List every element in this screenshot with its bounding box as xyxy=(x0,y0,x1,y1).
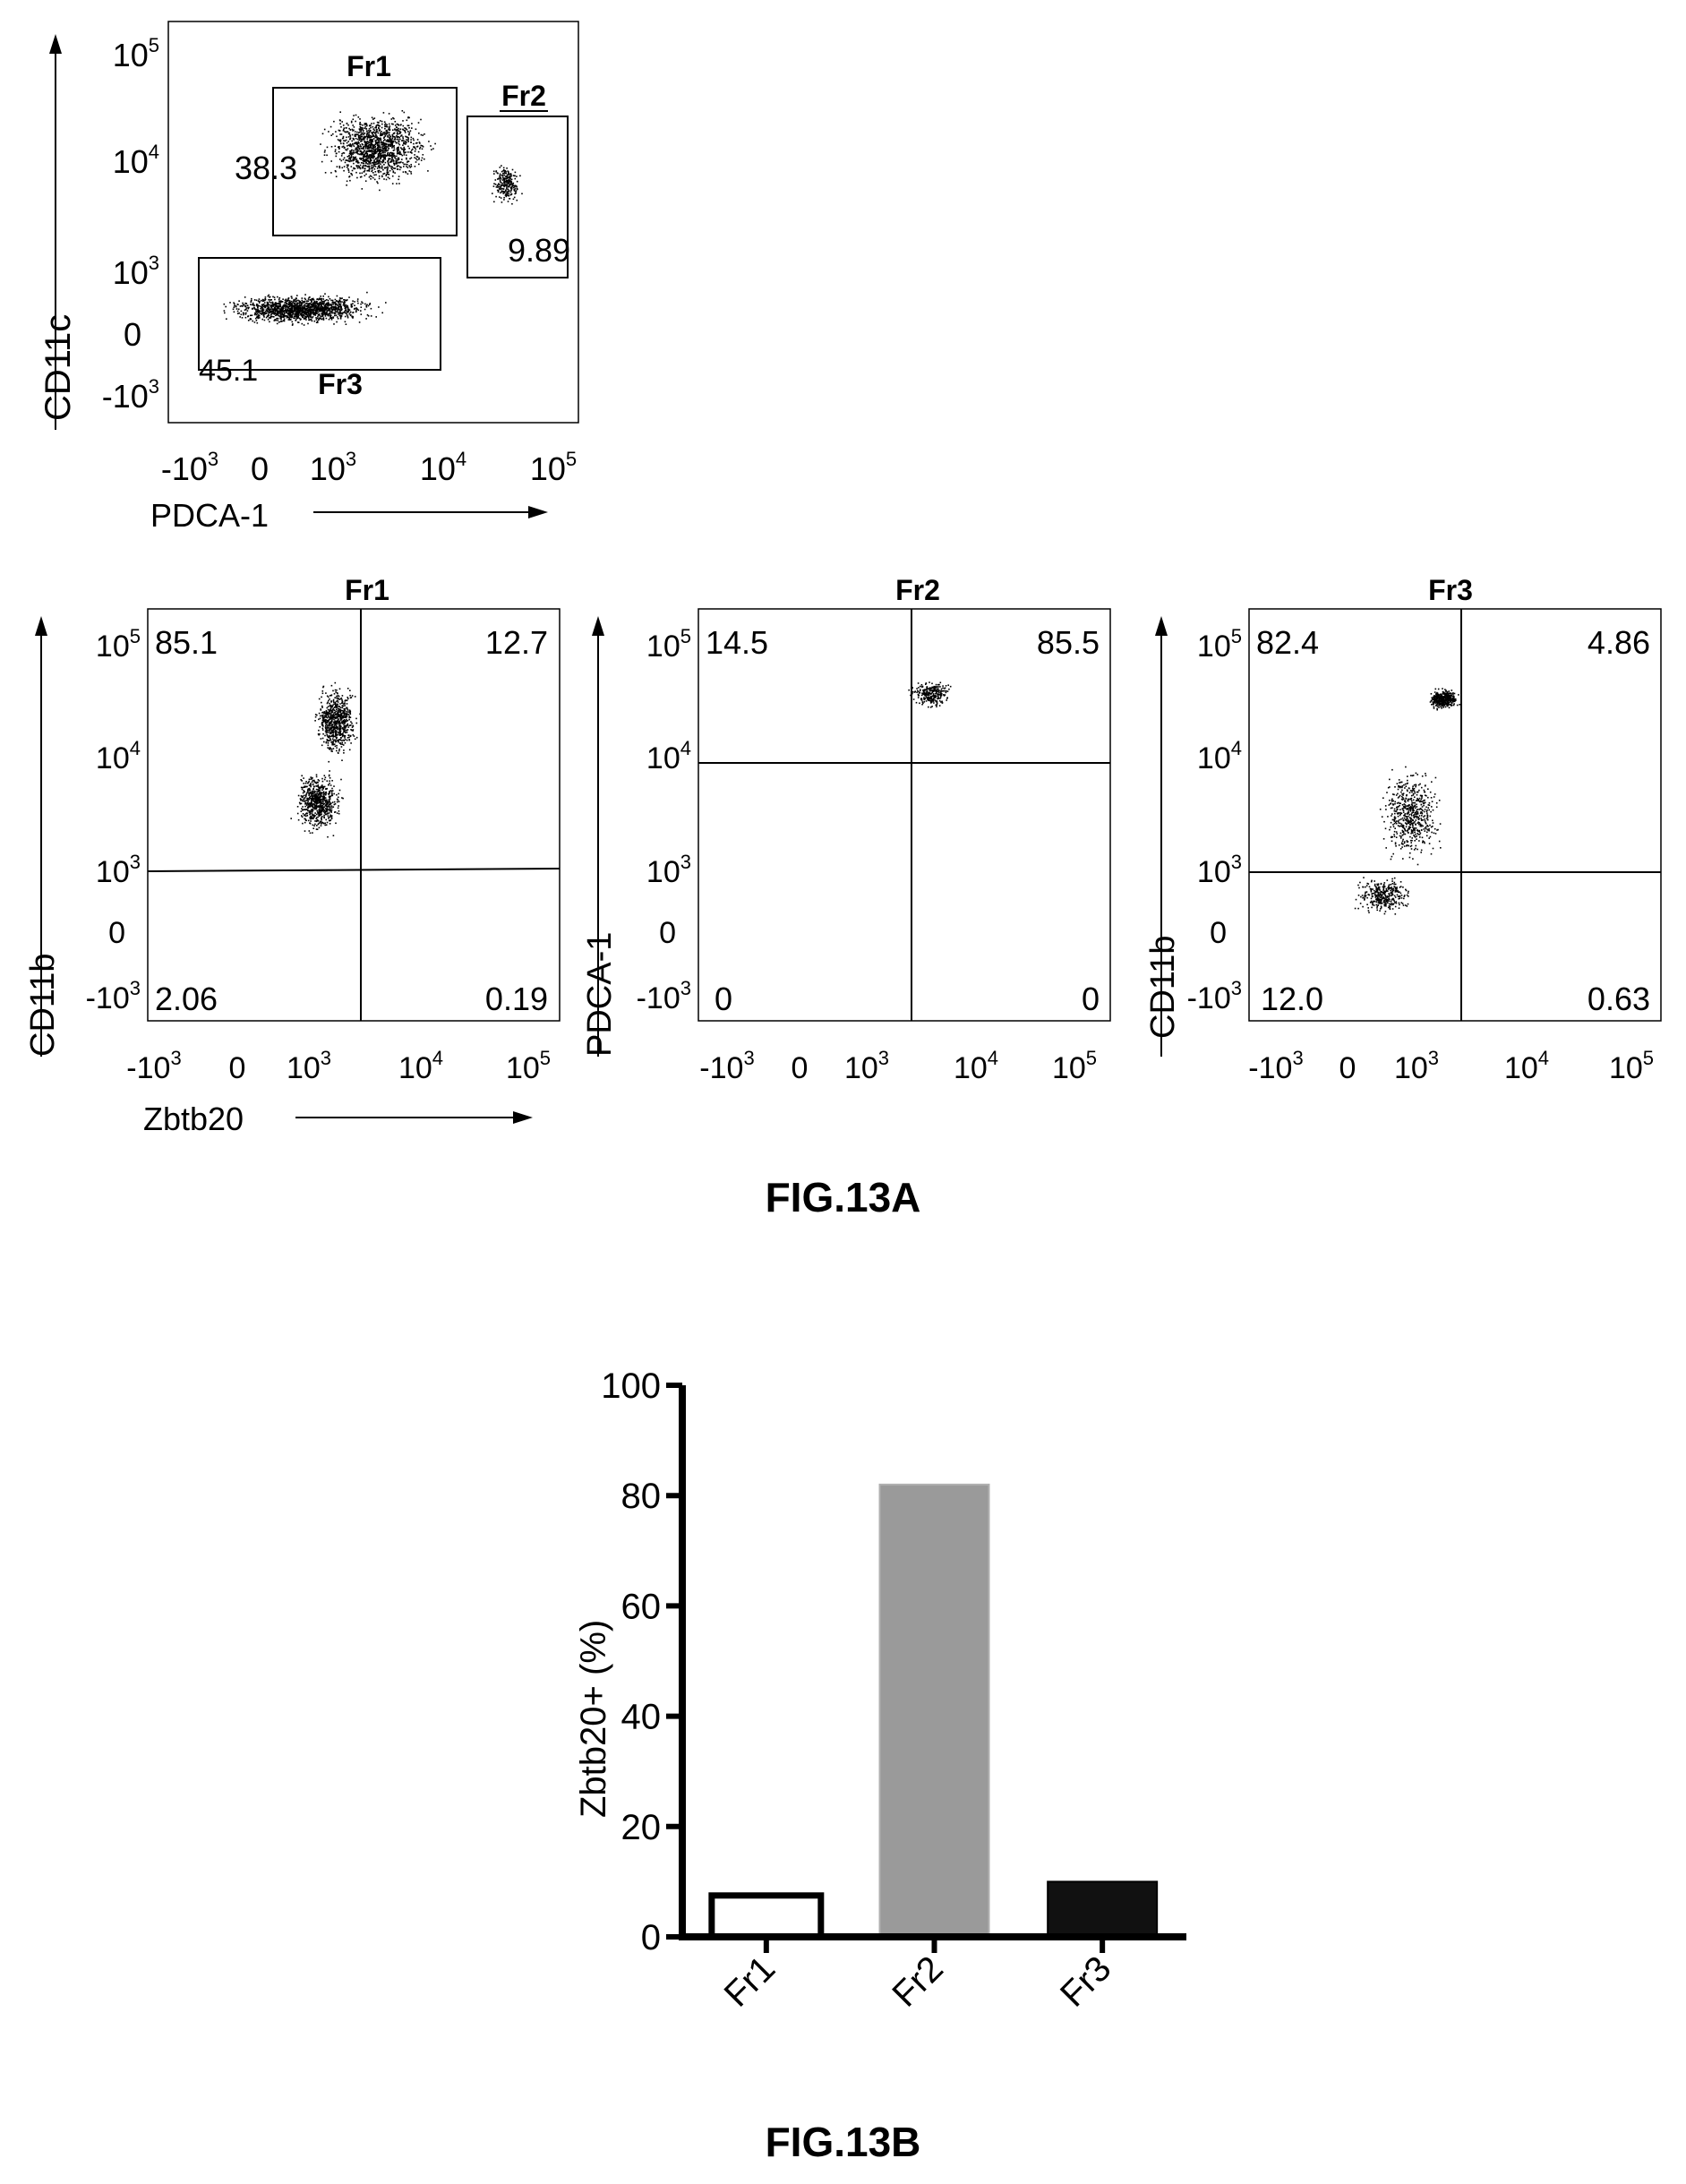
svg-text:103: 103 xyxy=(844,1047,889,1085)
svg-text:105: 105 xyxy=(506,1047,551,1085)
figure-b-caption: FIG.13B xyxy=(765,2119,921,2165)
quadrant-y-label: CD11b xyxy=(1144,936,1182,1039)
y-arrow-icon xyxy=(1155,616,1168,636)
svg-text:-103: -103 xyxy=(699,1047,754,1085)
quadrant-upper-left: 85.1 xyxy=(155,624,218,661)
svg-text:-103: -103 xyxy=(86,977,141,1015)
y-tick-label: 0 xyxy=(641,1918,661,1957)
x-arrow-icon xyxy=(528,506,548,518)
bar-fr3 xyxy=(1047,1880,1159,1939)
quadrant-lower-right: 0.19 xyxy=(485,981,548,1017)
quadrant-panel-title: Fr2 xyxy=(895,574,940,606)
bar-fr1 xyxy=(708,1892,825,1940)
gate-fr2-box xyxy=(466,116,569,278)
svg-text:0: 0 xyxy=(229,1051,246,1085)
svg-text:104: 104 xyxy=(420,448,466,487)
gate-fr1-percent: 38.3 xyxy=(235,150,297,186)
gate-fr3-name: Fr3 xyxy=(318,368,363,400)
quadrant-panel-fr1: Fr1 85.1 12.7 2.06 0.19 105 104 103 0 -1… xyxy=(24,574,561,1137)
bar-chart-bars xyxy=(708,1483,1159,1940)
svg-text:103: 103 xyxy=(96,851,141,889)
svg-text:105: 105 xyxy=(530,448,577,487)
gate-fr3-box xyxy=(198,257,441,371)
x-arrow-icon xyxy=(513,1111,533,1124)
gate-fr1-name: Fr1 xyxy=(347,50,391,82)
svg-text:104: 104 xyxy=(398,1047,443,1085)
svg-text:103: 103 xyxy=(310,448,356,487)
y-tick-label: 40 xyxy=(621,1698,662,1737)
svg-text:104: 104 xyxy=(646,737,691,775)
gate-plot-x-label: PDCA-1 xyxy=(150,497,269,534)
quadrant-upper-right: 4.86 xyxy=(1588,624,1650,661)
svg-text:-103: -103 xyxy=(637,977,691,1015)
y-tick-label: 60 xyxy=(621,1587,662,1626)
svg-text:104: 104 xyxy=(113,141,159,180)
svg-text:-103: -103 xyxy=(161,448,218,487)
quadrant-panel-fr3: Fr3 82.4 4.86 12.0 0.63 105 104 103 0 -1… xyxy=(1144,574,1662,1085)
bar-chart-y-axis: 0 20 40 60 80 100 xyxy=(601,1366,686,1957)
x-tick-label: Fr1 xyxy=(717,1948,783,2015)
figure-a-caption: FIG.13A xyxy=(765,1174,921,1220)
quadrant-lower-right: 0 xyxy=(1082,981,1100,1017)
svg-text:104: 104 xyxy=(954,1047,998,1085)
gate-plot-frame xyxy=(167,21,579,424)
gate-plot-x-ticks: -103 0 103 104 105 xyxy=(161,448,577,487)
y-arrow-icon xyxy=(592,616,604,636)
gate-plot: CD11c PDCA-1 105 104 103 0 -103 -103 0 1… xyxy=(39,21,579,534)
quadrant-plots: Fr1 85.1 12.7 2.06 0.19 105 104 103 0 -1… xyxy=(24,574,1662,1137)
x-tick-label: Fr2 xyxy=(885,1948,951,2015)
svg-text:-103: -103 xyxy=(102,375,159,415)
svg-text:0: 0 xyxy=(108,916,125,950)
bar-fr2 xyxy=(878,1483,990,1938)
gate-fr2-name: Fr2 xyxy=(501,80,546,112)
y-tick-label: 20 xyxy=(621,1808,662,1847)
quadrant-panel-title: Fr1 xyxy=(345,574,389,606)
quadrant-panel-fr2: Fr2 14.5 85.5 0 0 105 104 103 0 -103 -10… xyxy=(581,574,1111,1085)
quadrant-y-label: CD11b xyxy=(24,954,62,1057)
gate-fr3-percent: 45.1 xyxy=(199,354,258,388)
svg-text:105: 105 xyxy=(113,34,159,73)
svg-text:0: 0 xyxy=(792,1051,809,1085)
quadrant-upper-right: 85.5 xyxy=(1037,624,1100,661)
gate-plot-y-ticks: 105 104 103 0 -103 xyxy=(102,34,159,415)
y-tick-label: 100 xyxy=(601,1366,661,1406)
svg-text:103: 103 xyxy=(113,252,159,291)
x-tick-label: Fr3 xyxy=(1053,1948,1119,2015)
svg-text:104: 104 xyxy=(96,737,141,775)
quadrant-lower-left: 12.0 xyxy=(1261,981,1323,1017)
quadrant-lower-right: 0.63 xyxy=(1588,981,1650,1017)
svg-text:105: 105 xyxy=(96,625,141,664)
quadrant-y-label: PDCA-1 xyxy=(581,932,619,1057)
bar-chart-x-axis: Fr1 Fr2 Fr3 xyxy=(679,1933,1186,2015)
quadrant-upper-left: 82.4 xyxy=(1256,624,1319,661)
svg-text:105: 105 xyxy=(646,625,691,664)
gate-fr1-box xyxy=(272,87,458,236)
quadrant-upper-right: 12.7 xyxy=(485,624,548,661)
svg-text:0: 0 xyxy=(251,450,269,487)
quadrant-x-label: Zbtb20 xyxy=(143,1101,244,1137)
gate-plot-y-label: CD11c xyxy=(39,314,78,421)
svg-text:105: 105 xyxy=(1052,1047,1097,1085)
svg-text:0: 0 xyxy=(124,316,141,353)
y-arrow-icon xyxy=(35,616,47,636)
svg-text:-103: -103 xyxy=(126,1047,181,1085)
y-arrow-icon xyxy=(49,34,62,54)
quadrant-events xyxy=(908,681,952,708)
gate-plot-events xyxy=(223,110,523,326)
svg-text:103: 103 xyxy=(287,1047,331,1085)
bar-chart: Zbtb20+ (%) 0 20 40 60 80 100 Fr1 Fr2 Fr3 xyxy=(574,1366,1186,2015)
quadrant-events xyxy=(1354,688,1460,915)
quadrant-lower-left: 0 xyxy=(715,981,732,1017)
y-tick-label: 80 xyxy=(621,1477,662,1516)
quadrant-panel-title: Fr3 xyxy=(1428,574,1473,606)
quadrant-upper-left: 14.5 xyxy=(706,624,768,661)
quadrant-lower-left: 2.06 xyxy=(155,981,218,1017)
svg-text:103: 103 xyxy=(646,851,691,889)
bar-chart-y-label: Zbtb20+ (%) xyxy=(574,1620,613,1818)
quadrant-events xyxy=(290,681,361,838)
gate-fr2-percent: 9.89 xyxy=(508,232,570,269)
svg-text:0: 0 xyxy=(659,916,676,950)
